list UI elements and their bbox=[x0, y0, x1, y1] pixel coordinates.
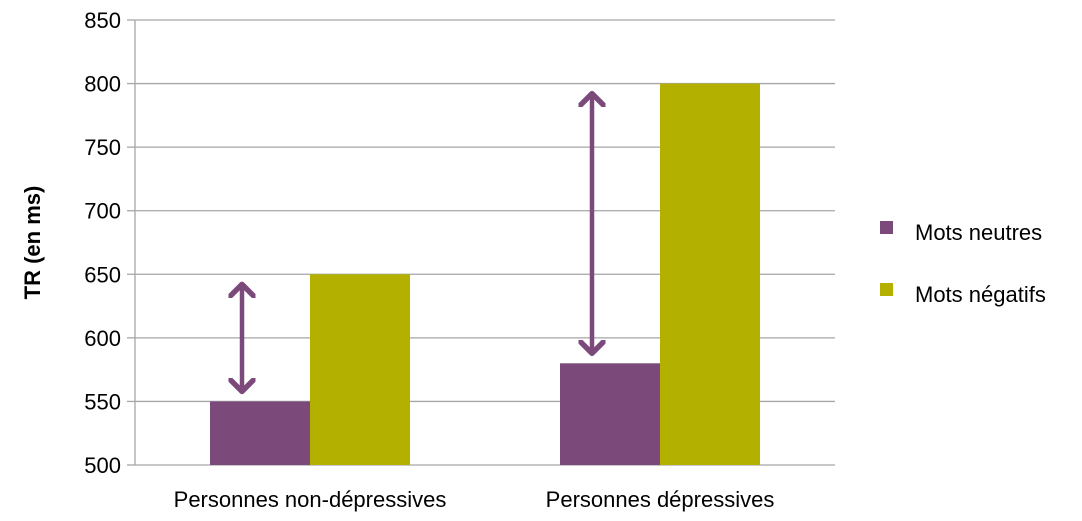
legend-label: Mots négatifs bbox=[915, 282, 1046, 307]
y-tick-label: 600 bbox=[84, 326, 121, 351]
x-tick-labels: Personnes non-dépressives Personnes dépre… bbox=[174, 487, 775, 512]
bar-mots-negatifs bbox=[660, 83, 760, 466]
difference-arrows bbox=[242, 94, 592, 392]
y-tick-label: 800 bbox=[84, 72, 121, 97]
bar-mots-neutres bbox=[560, 363, 660, 465]
legend-swatch bbox=[880, 283, 893, 296]
y-tick-label: 650 bbox=[84, 262, 121, 287]
y-tick-label: 850 bbox=[84, 8, 121, 33]
legend-swatch bbox=[880, 221, 893, 234]
legend-label: Mots neutres bbox=[915, 220, 1042, 245]
bar-mots-negatifs bbox=[310, 274, 410, 465]
y-tick-label: 500 bbox=[84, 453, 121, 478]
bars bbox=[210, 83, 760, 466]
y-tick-label: 750 bbox=[84, 135, 121, 160]
legend: Mots neutres Mots négatifs bbox=[880, 220, 1046, 307]
y-axis-label: TR (en ms) bbox=[20, 186, 45, 300]
x-tick-label: Personnes dépressives bbox=[546, 487, 775, 512]
x-tick-label: Personnes non-dépressives bbox=[174, 487, 447, 512]
y-tick-label: 550 bbox=[84, 389, 121, 414]
y-tick-label: 700 bbox=[84, 199, 121, 224]
bar-mots-neutres bbox=[210, 401, 310, 465]
y-tick-labels: 500 550 600 650 700 750 800 850 bbox=[84, 8, 121, 478]
